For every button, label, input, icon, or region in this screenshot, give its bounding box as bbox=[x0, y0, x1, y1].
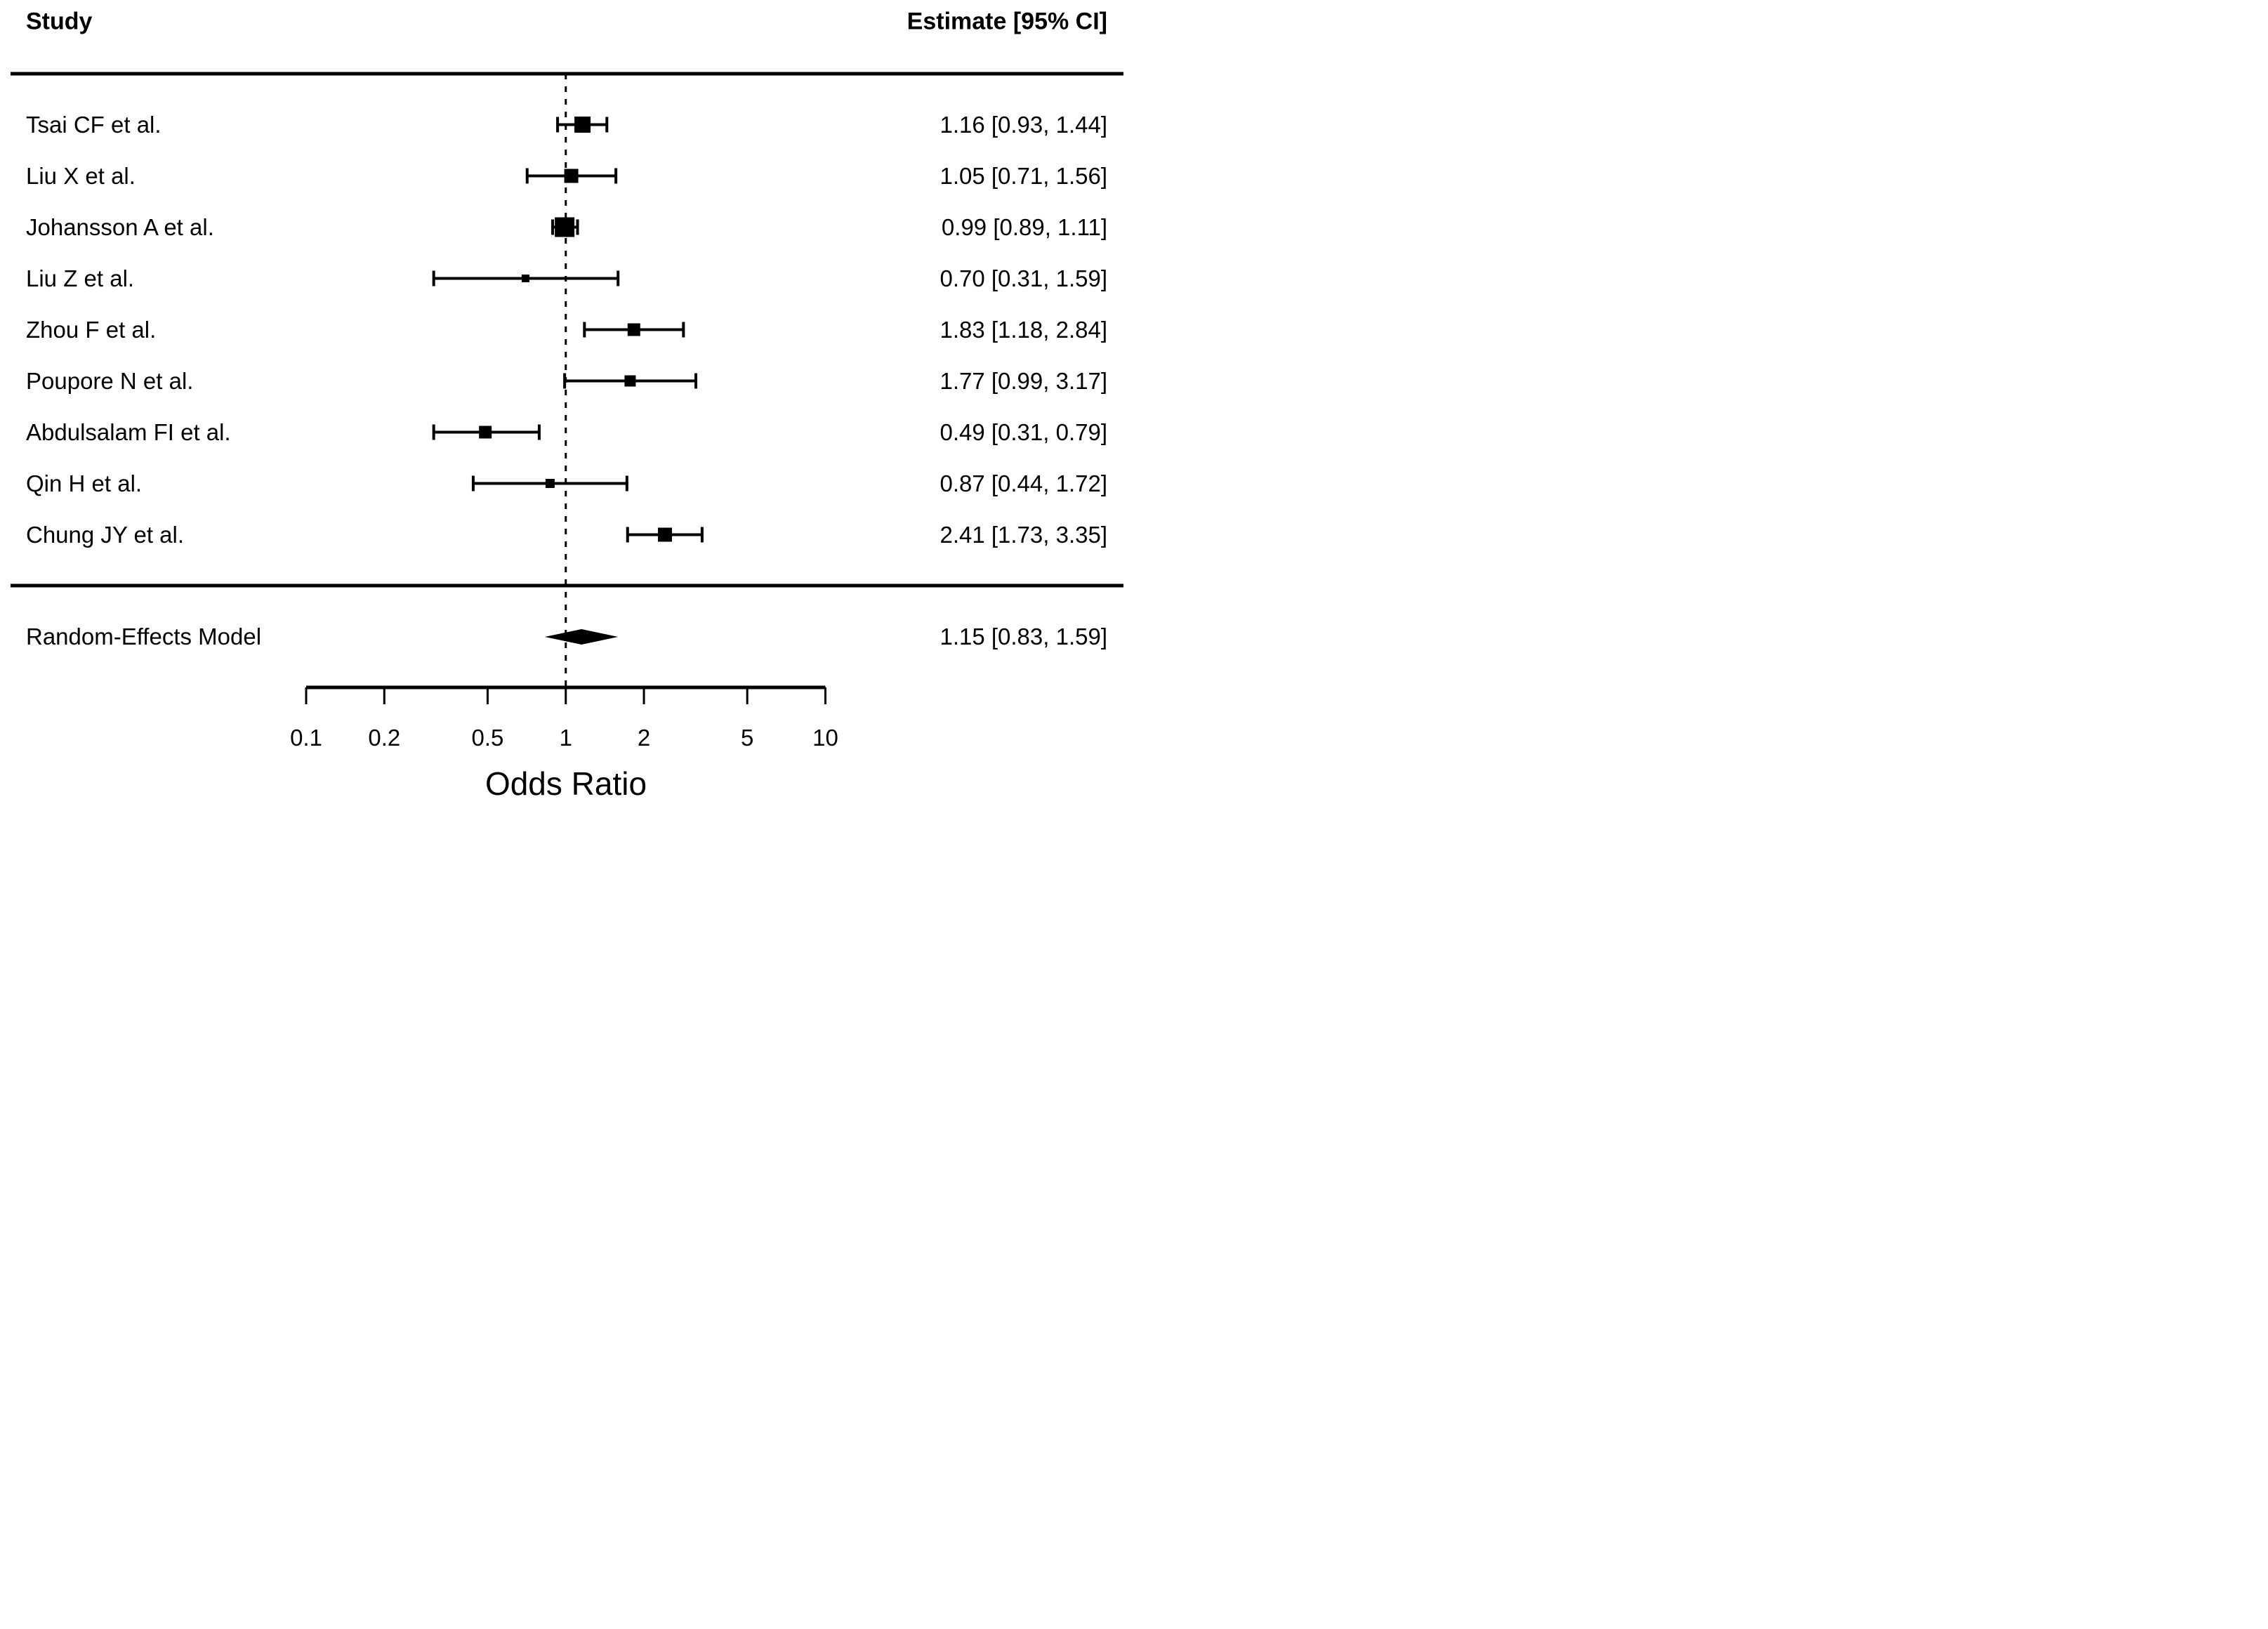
column-header-estimate: Estimate [95% CI] bbox=[906, 8, 1107, 35]
point-marker bbox=[521, 275, 529, 282]
x-tick-label: 5 bbox=[741, 725, 754, 751]
study-label: Abdulsalam FI et al. bbox=[26, 418, 231, 445]
forest-plot-figure: Study Estimate [95% CI] Random-Effects M… bbox=[0, 0, 1134, 814]
forest-plot-canvas bbox=[11, 72, 1123, 704]
point-marker bbox=[658, 527, 673, 542]
study-label: Chung JY et al. bbox=[26, 521, 185, 548]
x-tick-label: 0.1 bbox=[290, 725, 322, 751]
x-tick-label: 0.5 bbox=[471, 725, 504, 751]
point-marker bbox=[479, 426, 492, 439]
study-label: Qin H et al. bbox=[26, 470, 143, 496]
estimate-label: 0.70 [0.31, 1.59] bbox=[939, 265, 1107, 291]
x-tick-label: 0.2 bbox=[368, 725, 401, 751]
x-tick-label: 2 bbox=[637, 725, 651, 751]
point-marker bbox=[624, 375, 636, 387]
study-label: Poupore N et al. bbox=[26, 367, 194, 394]
point-marker bbox=[574, 117, 591, 133]
estimate-label: 2.41 [1.73, 3.35] bbox=[939, 521, 1107, 548]
estimate-label: 0.49 [0.31, 0.79] bbox=[939, 418, 1107, 445]
x-tick-label: 1 bbox=[559, 725, 572, 751]
estimate-label: 0.99 [0.89, 1.11] bbox=[941, 213, 1107, 240]
summary-row-label: Random-Effects Model bbox=[26, 624, 262, 649]
estimate-label: 1.83 [1.18, 2.84] bbox=[939, 316, 1107, 343]
summary-diamond bbox=[544, 629, 619, 645]
point-marker bbox=[627, 323, 640, 336]
estimate-label: 0.87 [0.44, 1.72] bbox=[939, 470, 1107, 496]
estimate-label: 1.16 [0.93, 1.44] bbox=[939, 111, 1107, 138]
estimate-label: 1.77 [0.99, 3.17] bbox=[939, 367, 1107, 394]
study-label: Johansson A et al. bbox=[26, 213, 214, 240]
estimate-label: 1.05 [0.71, 1.56] bbox=[939, 162, 1107, 189]
study-label: Liu Z et al. bbox=[26, 265, 135, 291]
point-marker bbox=[564, 169, 579, 183]
column-header-study: Study bbox=[26, 8, 93, 35]
summary-estimate-label: 1.15 [0.83, 1.59] bbox=[939, 624, 1107, 649]
study-label: Liu X et al. bbox=[26, 162, 136, 189]
point-marker bbox=[555, 217, 575, 237]
x-tick-label: 10 bbox=[812, 725, 838, 751]
x-axis-title: Odds Ratio bbox=[484, 765, 647, 802]
point-marker bbox=[545, 479, 555, 488]
study-label: Tsai CF et al. bbox=[26, 111, 161, 138]
study-label: Zhou F et al. bbox=[26, 316, 157, 343]
